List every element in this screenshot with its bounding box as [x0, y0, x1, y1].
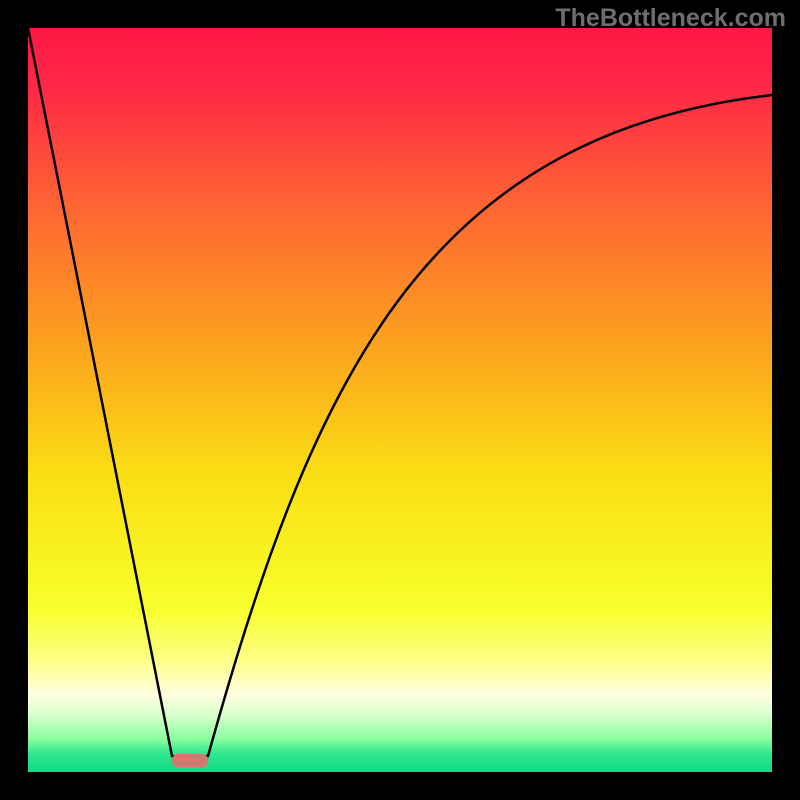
chart-container: TheBottleneck.com: [0, 0, 800, 800]
curve-layer: [28, 28, 772, 772]
optimum-marker: [172, 754, 208, 767]
plot-area: [28, 28, 772, 772]
watermark-text: TheBottleneck.com: [555, 4, 786, 33]
